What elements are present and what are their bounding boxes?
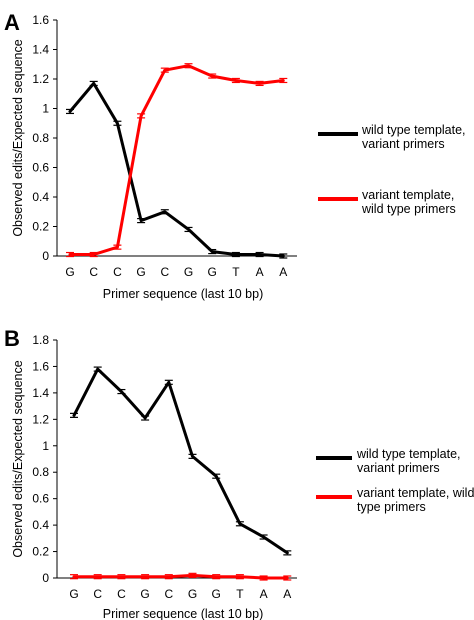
panel-b-x-tick-label: A xyxy=(283,587,291,601)
panel-a-x-axis-label: Primer sequence (last 10 bp) xyxy=(103,287,264,301)
panel-a-x-tick-label: G xyxy=(208,265,217,279)
panel-b-y-axis-label: Observed edits/Expected sequence xyxy=(11,360,25,557)
panel-b-legend-label-1: wild type template, xyxy=(356,447,461,461)
panel-b-series-line-1 xyxy=(72,367,289,555)
panel-b-x-axis-label: Primer sequence (last 10 bp) xyxy=(103,607,264,620)
panel-b-y-tick-label: 1.6 xyxy=(32,359,49,373)
panel-a-x-tick-label: A xyxy=(279,265,287,279)
panel-b-y-tick-label: 1.8 xyxy=(32,333,49,347)
panel-b-legend-label-2: variant template, wild xyxy=(357,486,474,500)
panel-b-x-tick-label: G xyxy=(69,587,78,601)
panel-b-y-tick-label: 1 xyxy=(42,439,49,453)
panel-a-y-tick-label: 0.4 xyxy=(32,190,49,204)
panel-b-y-tick-label: 0 xyxy=(42,571,49,585)
panel-a-legend-label-1: variant primers xyxy=(362,137,445,151)
panel-b-x-tick-label: G xyxy=(212,587,221,601)
panel-a-y-tick-label: 0.8 xyxy=(32,131,49,145)
panel-a-y-tick-label: 0 xyxy=(42,249,49,263)
panel-b-x-tick-label: G xyxy=(140,587,149,601)
panel-a-x-tick-label: C xyxy=(160,265,169,279)
panel-b-x-tick-label: C xyxy=(117,587,126,601)
panel-a-y-tick-label: 0.2 xyxy=(32,220,49,234)
panel-a-x-tick-label: G xyxy=(136,265,145,279)
panel-a-x-tick-label: G xyxy=(65,265,74,279)
panel-a-x-tick-label: G xyxy=(184,265,193,279)
panel-a-y-tick-label: 0.6 xyxy=(32,161,49,175)
panel-b-y-tick-label: 0.6 xyxy=(32,492,49,506)
panel-a-y-tick-label: 1.2 xyxy=(32,72,49,86)
panel-a-series-line-1 xyxy=(68,81,285,258)
panel-a-letter: A xyxy=(4,10,20,35)
panel-a-series-line-2 xyxy=(68,64,285,256)
panel-b-y-tick-label: 0.8 xyxy=(32,465,49,479)
panel-b-x-tick-label: T xyxy=(236,587,244,601)
panel-b-x-tick-label: C xyxy=(93,587,102,601)
panel-b-legend-label-2: type primers xyxy=(357,500,426,514)
panel-a-y-tick-label: 1 xyxy=(42,102,49,116)
panel-b-y-tick-label: 1.2 xyxy=(32,412,49,426)
panel-b-x-tick-label: A xyxy=(260,587,268,601)
panel-a-y-axis-label: Observed edits/Expected sequence xyxy=(11,39,25,236)
panel-b-y-tick-label: 0.2 xyxy=(32,545,49,559)
panel-a-y-tick-label: 1.4 xyxy=(32,43,49,57)
panel-b-legend-label-1: variant primers xyxy=(357,461,440,475)
panel-b-y-tick-label: 1.4 xyxy=(32,386,49,400)
panel-a-x-tick-label: C xyxy=(113,265,122,279)
panel-a-x-tick-label: A xyxy=(256,265,264,279)
panel-a-legend-label-2: wild type primers xyxy=(361,202,456,216)
panel-b-y-tick-label: 0.4 xyxy=(32,518,49,532)
panel-b-letter: B xyxy=(4,326,20,351)
panel-b-x-tick-label: C xyxy=(164,587,173,601)
panel-a-legend-label-2: variant template, xyxy=(362,188,454,202)
panel-b-x-tick-label: G xyxy=(188,587,197,601)
panel-a-y-tick-label: 1.6 xyxy=(32,13,49,27)
panel-a-x-tick-label: T xyxy=(232,265,240,279)
panel-b-series-line-2 xyxy=(72,573,289,580)
panel-a-x-tick-label: C xyxy=(89,265,98,279)
panel-a-legend-label-1: wild type template, xyxy=(361,123,466,137)
